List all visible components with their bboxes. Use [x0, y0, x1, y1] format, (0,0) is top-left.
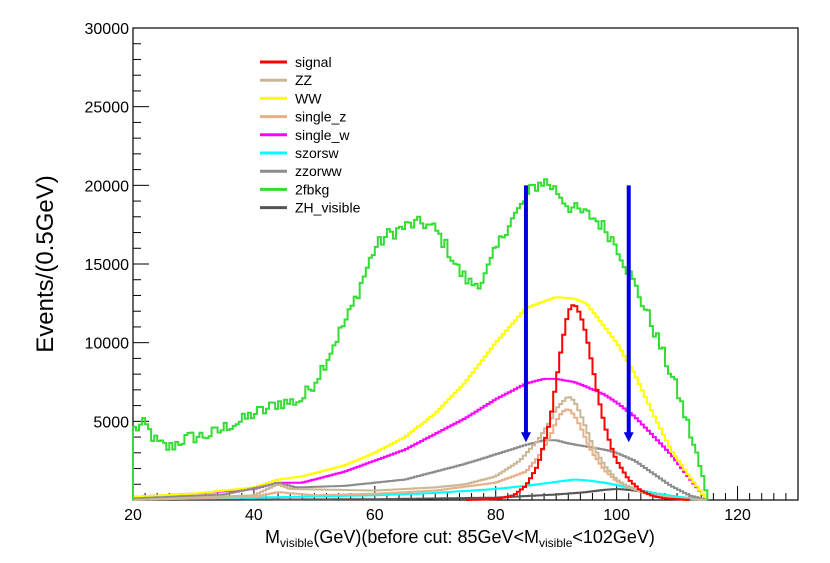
legend-label-WW: WW — [295, 90, 322, 106]
series-ZZ — [132, 396, 709, 501]
legend-label-2fbkg: 2fbkg — [295, 181, 329, 197]
legend-label-szorsw: szorsw — [295, 145, 339, 161]
legend-label-ZZ: ZZ — [295, 72, 313, 88]
x-title-end: <102GeV) — [572, 527, 655, 547]
legend-label-zzorww: zzorww — [295, 163, 343, 179]
cut-arrows — [520, 185, 634, 443]
x-axis-title: Mvisible(GeV)(before cut: 85GeV<Mvisible… — [265, 527, 655, 550]
x-tick-label: 120 — [724, 507, 751, 524]
legend-label-signal: signal — [295, 54, 332, 70]
series-layer — [132, 178, 709, 501]
x-tick-label: 80 — [487, 507, 505, 524]
x-tick-label: 20 — [124, 507, 142, 524]
x-title-sub1: visible — [280, 536, 314, 550]
x-tick-label: 60 — [366, 507, 384, 524]
series-WW — [132, 296, 709, 500]
series-single_z — [133, 408, 691, 501]
y-tick-label: 25000 — [85, 100, 130, 117]
y-tick-label: 30000 — [85, 21, 130, 38]
legend-label-single_w: single_w — [295, 127, 350, 143]
legend-label-ZH_visible: ZH_visible — [295, 200, 361, 216]
x-tick-label: 100 — [603, 507, 630, 524]
x-tick-label: 40 — [245, 507, 263, 524]
series-2fbkg — [132, 178, 709, 500]
x-title-m: M — [265, 527, 280, 547]
legend-label-single_z: single_z — [295, 109, 346, 125]
cut-arrow-head-1 — [623, 432, 634, 443]
x-title-sub2: visible — [539, 536, 573, 550]
tick-labels: 20 40 60 80 100 120 5000 10000 15000 20000 25000 30… — [85, 21, 751, 524]
series-signal — [465, 304, 691, 501]
y-tick-label: 20000 — [85, 178, 130, 195]
y-axis-title: Events/(0.5GeV) — [32, 175, 59, 352]
x-title-mid: (GeV)(before cut: 85GeV<M — [313, 527, 539, 547]
y-tick-label: 5000 — [93, 414, 129, 431]
y-tick-label: 10000 — [85, 336, 130, 353]
cut-arrow-head-0 — [520, 432, 531, 443]
y-tick-label: 15000 — [85, 257, 130, 274]
